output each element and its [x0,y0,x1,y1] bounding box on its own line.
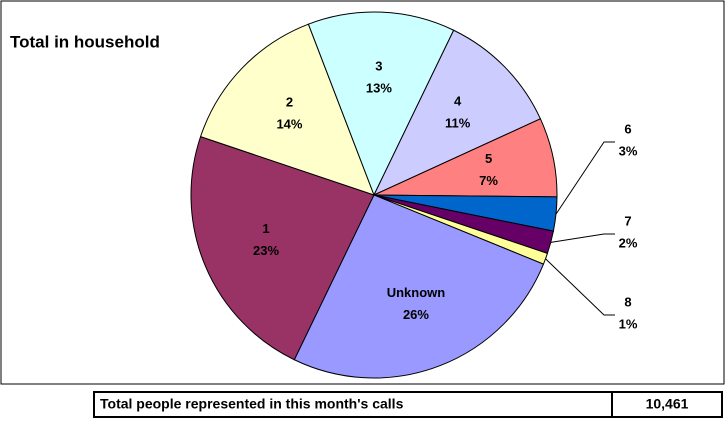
table-frame [93,391,723,418]
slice-label: 7 [624,213,631,228]
slice-label: Unknown [387,285,446,300]
slice-value-label: 1% [619,316,638,331]
slice-label: 5 [485,151,492,166]
slice-value-label: 7% [479,173,498,188]
pie-slice [190,135,375,361]
slice-label: 8 [624,294,631,309]
pie-slice [293,194,545,379]
table-value: 10,461 [646,396,689,412]
slice-label: 6 [624,121,631,136]
slice-value-label: 11% [445,115,471,130]
pie-slice [307,11,455,197]
slice-value-label: 23% [253,243,279,258]
leader-line [555,141,615,215]
table-label: Total people represented in this month's… [100,396,404,412]
slice-label: 1 [262,221,269,236]
slice-value-label: 14% [276,116,302,131]
pie-slice [199,23,375,196]
slice-value-label: 2% [619,235,638,250]
slice-label: 3 [375,58,382,73]
leader-line [545,258,615,316]
slice-label: 2 [286,94,293,109]
slice-value-label: 3% [619,143,638,158]
leader-line [550,233,615,243]
chart-title: Total in household [10,32,160,51]
pie-slice [372,29,542,197]
slice-value-label: 13% [366,80,392,95]
slice-label: 4 [454,93,462,108]
slice-value-label: 26% [403,307,429,322]
